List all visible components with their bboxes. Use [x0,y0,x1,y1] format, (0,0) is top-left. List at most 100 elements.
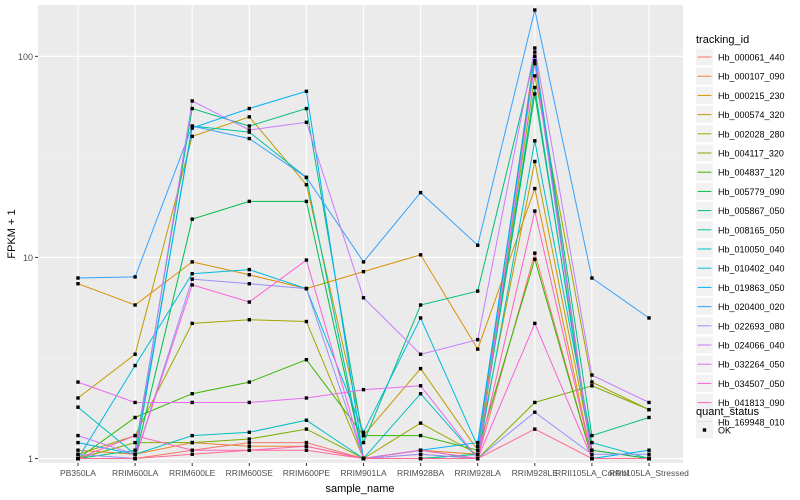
y-axis-title: FPKM + 1 [6,209,18,258]
legend-item: Hb_000107_090 [696,67,785,85]
data-point [533,139,537,143]
data-point [247,106,251,111]
data-point [304,175,309,180]
legend-label: Hb_000574_320 [718,110,785,120]
data-point [190,134,194,139]
data-point [418,303,423,307]
legend-label: Hb_041813_090 [718,398,785,408]
legend-label: Hb_000215_230 [718,91,785,101]
data-point [304,286,309,291]
data-point [133,415,137,420]
data-point [133,275,137,279]
data-point [533,400,537,405]
data-point [133,303,137,307]
data-point [190,448,194,452]
x-axis-title: sample_name [325,483,394,495]
data-point [418,384,423,388]
data-point [304,182,309,187]
legend-item: Hb_000215_230 [696,86,785,104]
data-point [190,271,194,276]
data-point [304,120,309,124]
data-point [190,99,194,103]
legend-item: Hb_020400_020 [696,298,785,316]
legend-label: Hb_034507_050 [718,379,785,389]
data-point [647,407,651,412]
legend-label: Hb_000061_440 [718,53,785,63]
data-point [590,456,594,461]
data-point [361,387,366,392]
legend-item: Hb_008165_050 [696,221,785,239]
data-point [476,440,480,445]
data-point [590,452,594,456]
data-point [304,427,309,431]
data-point [533,50,537,54]
data-point [533,257,537,261]
data-point [533,74,537,78]
color-legend-items: Hb_000061_440 Hb_000107_090 Hb_000215_230 H… [696,48,785,431]
data-point [190,277,194,281]
legend-label: Hb_032264_050 [718,360,785,370]
square-marker-icon [702,428,707,432]
data-point [533,251,537,255]
data-point [304,358,309,362]
data-point [247,380,251,384]
legend: tracking_id Hb_000061_440Hb_000107_090Hb… [696,34,785,439]
data-point [304,444,309,449]
data-point [590,276,594,280]
data-point [247,444,251,449]
data-point [647,415,651,420]
legend-item: Hb_034507_050 [696,374,785,392]
data-point [647,316,651,320]
data-point [418,448,423,452]
legend-label: Hb_019863_050 [718,283,785,293]
data-point [361,440,366,445]
y-tick-label: 10 [23,253,33,263]
data-point [247,115,251,119]
data-point [133,400,137,405]
data-point [190,217,194,221]
data-point [533,427,537,431]
legend-label: Hb_002028_280 [718,129,785,139]
data-point [304,418,309,422]
x-tick-label: RRIM600PE [283,468,331,478]
data-point [533,61,537,66]
x-tick-label: RRIM928LE [512,468,559,478]
data-point [590,380,594,384]
data-point [190,440,194,445]
legend-item: Hb_002028_280 [696,125,785,143]
data-point [533,46,537,50]
data-point [361,260,366,264]
legend-label: Hb_004117_320 [718,149,784,159]
grid-lines [38,5,683,463]
legend-item: Hb_019863_050 [696,278,785,296]
color-legend-title: tracking_id [696,34,749,46]
data-point [361,430,366,435]
data-point [190,126,194,130]
data-point [247,430,251,435]
data-point [247,318,251,322]
data-point [190,400,194,405]
data-point [247,400,251,405]
legend-item: Hb_005779_090 [696,182,785,200]
legend-label: Hb_008165_050 [718,225,785,235]
data-point [190,106,194,111]
data-point [133,448,137,452]
data-point [190,283,194,287]
legend-item: Hb_032264_050 [696,355,785,373]
legend-label: Hb_005779_090 [718,187,785,197]
data-point [304,89,309,94]
legend-label: Hb_010050_040 [718,245,785,255]
data-point [247,130,251,134]
shape-legend-label: OK [718,426,731,436]
data-point [247,440,251,445]
data-point [418,316,423,320]
data-point [476,289,480,293]
data-point [133,452,137,456]
data-point [476,243,480,247]
data-point [76,448,80,452]
data-point [76,405,80,409]
data-point [304,258,309,262]
legend-item: Hb_041813_090 [696,394,785,412]
x-tick-label: RRIM928LA [455,468,502,478]
